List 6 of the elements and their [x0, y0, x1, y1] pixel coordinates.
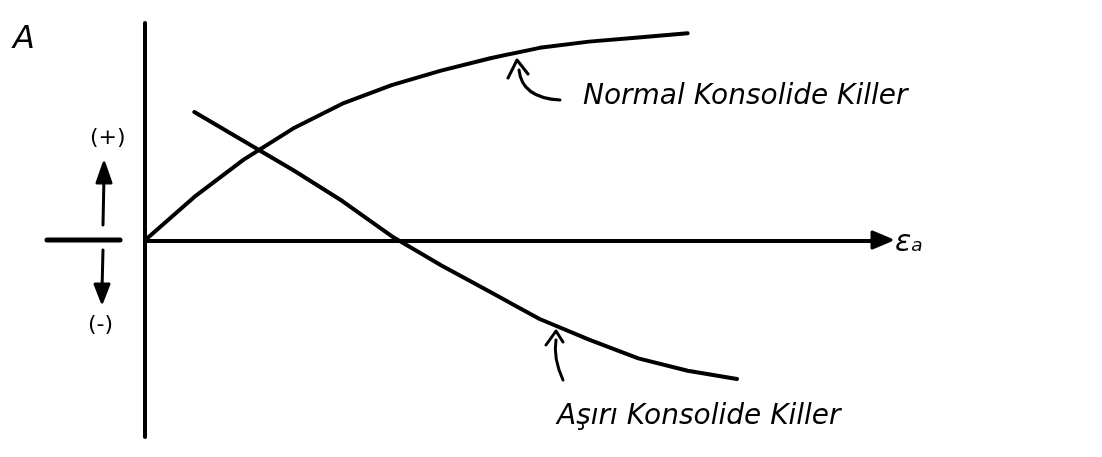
y-axis-title: A — [11, 18, 35, 56]
x-axis-title: εₐ — [895, 222, 923, 258]
legend-label: Normal Konsolide Killer — [583, 77, 910, 111]
series-label: Aşırı Konsolide Killer — [555, 397, 843, 431]
text: (-) — [88, 310, 114, 336]
text: (+) — [90, 123, 126, 149]
